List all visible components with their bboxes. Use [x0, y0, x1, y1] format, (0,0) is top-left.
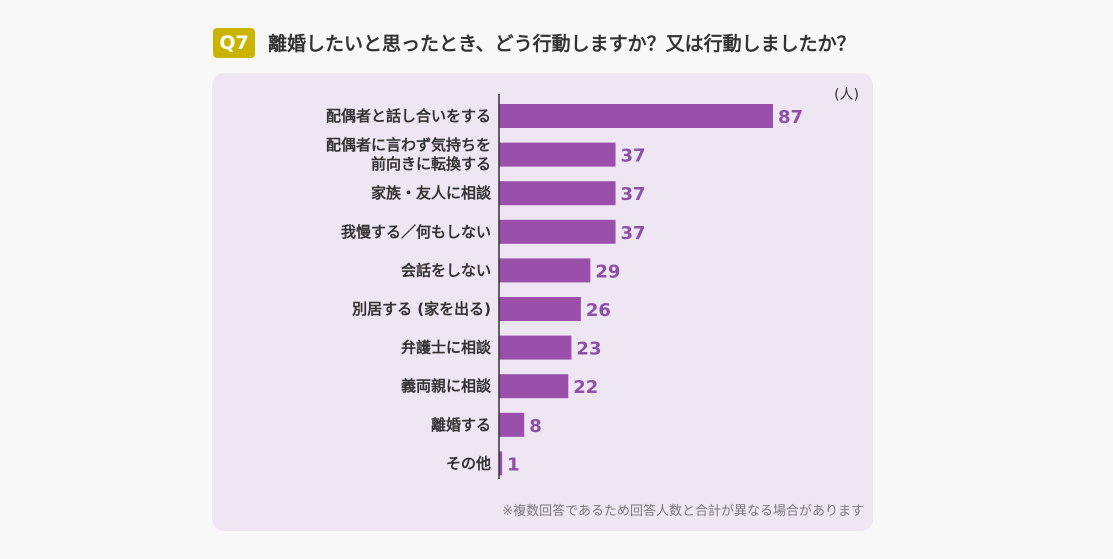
- value-label-2: 37: [621, 146, 646, 167]
- category-label-4: 我慢する／何もしない: [341, 223, 491, 241]
- value-label-6: 26: [586, 300, 611, 321]
- question-number-badge: Q7: [213, 28, 255, 58]
- category-label-1: 配偶者と話し合いをする: [326, 107, 491, 125]
- category-label-3: 家族・友人に相談: [371, 184, 492, 202]
- bar-4: [499, 219, 616, 244]
- bar-10: [499, 451, 503, 476]
- unit-label: (人): [834, 87, 859, 103]
- bar-2: [499, 142, 616, 167]
- category-label-10: その他: [446, 454, 491, 472]
- category-label-6: 別居する (家を出る): [351, 300, 491, 318]
- footnote: ※複数回答であるため回答人数と合計が異なる場合があります: [502, 503, 864, 519]
- bar-1: [499, 104, 773, 128]
- value-label-4: 37: [621, 223, 646, 244]
- value-label-3: 37: [621, 184, 646, 205]
- category-label-8: 義両親に相談: [401, 377, 492, 395]
- question-title: 離婚したいと思ったとき、どう行動しますか？又は行動しましたか？: [268, 33, 856, 55]
- category-label-9: 離婚する: [431, 416, 491, 434]
- category-label-2-line-1: 配偶者に言わず気持ちを: [326, 136, 491, 154]
- value-label-9: 8: [529, 416, 542, 437]
- value-label-10: 1: [507, 454, 520, 475]
- bar-9: [499, 412, 525, 437]
- bar-7: [499, 335, 572, 360]
- value-label-5: 29: [595, 261, 620, 282]
- category-label-2-line-2: 前向きに転換する: [371, 155, 491, 173]
- value-label-1: 87: [778, 107, 803, 128]
- category-label-5: 会話をしない: [401, 261, 491, 279]
- bar-3: [499, 181, 616, 206]
- category-label-7: 弁護士に相談: [401, 339, 492, 357]
- bar-6: [499, 297, 581, 321]
- bar-8: [499, 374, 569, 399]
- value-label-7: 23: [576, 339, 601, 360]
- value-label-8: 22: [573, 377, 598, 398]
- bar-5: [499, 258, 591, 283]
